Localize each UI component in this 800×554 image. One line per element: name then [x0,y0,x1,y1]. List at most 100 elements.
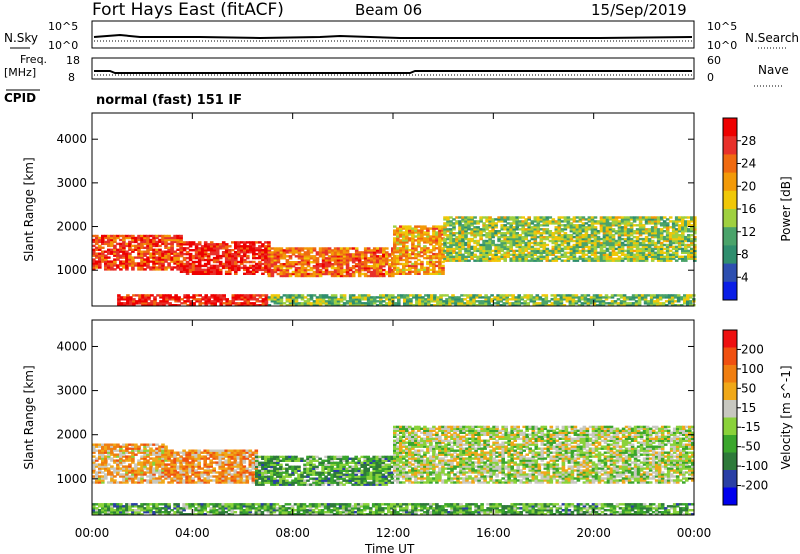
power-cell [566,239,571,243]
power-cell [173,260,177,263]
power-cell [161,238,165,242]
power-cell [469,304,473,307]
power-cell [391,272,395,276]
power-cell [438,227,442,230]
power-cell [420,262,424,266]
power-cell [252,247,256,250]
power-cell [482,255,486,258]
power-cell [683,298,687,301]
power-cell [607,302,612,305]
power-cell [276,253,281,256]
power-cell [506,249,510,253]
power-cell [339,259,344,262]
power-cell [179,251,184,254]
power-cell [449,239,453,243]
power-cell [117,294,121,297]
power-cell [587,224,592,227]
power-cell [182,252,187,256]
power-cell [306,253,311,256]
power-cell [604,298,609,301]
power-cell [430,298,434,301]
power-cell [635,230,640,233]
power-cell [479,255,483,258]
power-cell [536,243,541,247]
power-cell [414,268,418,272]
power-cell [575,230,580,233]
power-cell [687,237,691,241]
power-cell [179,266,184,270]
power-cell [548,230,553,233]
power-cell [580,304,585,307]
power-cell [396,262,400,266]
power-cell [441,239,445,242]
power-cell [129,302,133,305]
power-cell [379,249,383,252]
power-cell [494,230,498,233]
power-cell [125,260,129,263]
velocity-cell [101,477,105,480]
power-cell [397,296,401,299]
power-cell [282,272,287,276]
power-cell [143,234,147,238]
power-cell [464,220,468,223]
velocity-cell [107,469,111,472]
power-cell [532,298,537,301]
power-cell [107,260,111,263]
power-cell [237,249,241,252]
power-cell [521,253,525,256]
velocity-cell [101,455,105,458]
power-cell [291,296,296,299]
power-cell [354,259,359,262]
power-cell [122,248,126,251]
power-cell [674,234,679,237]
power-cell [536,249,541,253]
power-cell [451,296,455,299]
velocity-cell [146,463,150,466]
power-cell [631,296,636,299]
velocity-cell [95,457,99,460]
power-cell [379,259,383,262]
power-cell [339,265,344,268]
power-cell [503,228,507,231]
velocity-cell [140,471,144,474]
power-cell [611,235,616,239]
power-cell [122,242,126,246]
power-cell [140,268,144,271]
power-cell [438,252,442,256]
power-cell [693,249,697,253]
power-cell [240,294,245,297]
velocity-cell [233,453,238,456]
power-cell [611,220,616,223]
power-cell [225,298,229,301]
power-cell [524,228,528,231]
power-cell [467,249,471,253]
power-cell [249,241,253,244]
power-cell [279,302,284,305]
velocity-cell [242,475,247,478]
power-cell [408,229,412,232]
power-cell [140,250,144,253]
power-cell [587,257,592,260]
power-cell [641,247,646,251]
power-cell [221,266,226,270]
power-cell [396,272,400,275]
power-cell [117,304,121,307]
power-cell [476,232,480,235]
power-cell [228,270,232,273]
velocity-cell [152,459,156,462]
velocity-cell [101,457,105,460]
velocity-cell [236,453,241,456]
power-cell [240,304,245,307]
power-cell [455,251,459,254]
power-cell [455,259,459,262]
power-cell [348,274,353,278]
power-colorbar-tick-label: 12 [741,225,756,239]
velocity-cell [242,455,247,458]
power-cell [481,302,485,305]
power-cell [677,255,682,258]
power-cell [188,249,193,252]
power-cell [529,298,534,301]
power-cell [186,296,190,299]
power-cell [500,224,504,227]
power-cell [659,253,664,256]
